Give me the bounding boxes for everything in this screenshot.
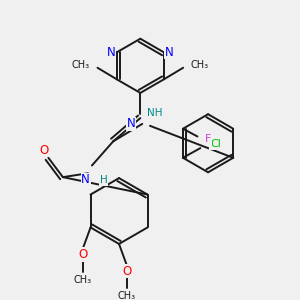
Text: NH: NH xyxy=(147,108,163,118)
Text: CH₃: CH₃ xyxy=(74,275,92,285)
Text: O: O xyxy=(39,143,48,157)
Text: N: N xyxy=(127,117,136,130)
Text: CH₃: CH₃ xyxy=(118,291,136,300)
Text: O: O xyxy=(78,248,87,261)
Text: Cl: Cl xyxy=(210,139,221,149)
Text: F: F xyxy=(205,134,212,144)
Text: N: N xyxy=(107,46,116,59)
Text: N: N xyxy=(81,173,90,186)
Text: N: N xyxy=(165,46,173,59)
Text: CH₃: CH₃ xyxy=(191,60,209,70)
Text: H: H xyxy=(100,175,107,185)
Text: CH₃: CH₃ xyxy=(72,60,90,70)
Text: O: O xyxy=(122,265,131,278)
